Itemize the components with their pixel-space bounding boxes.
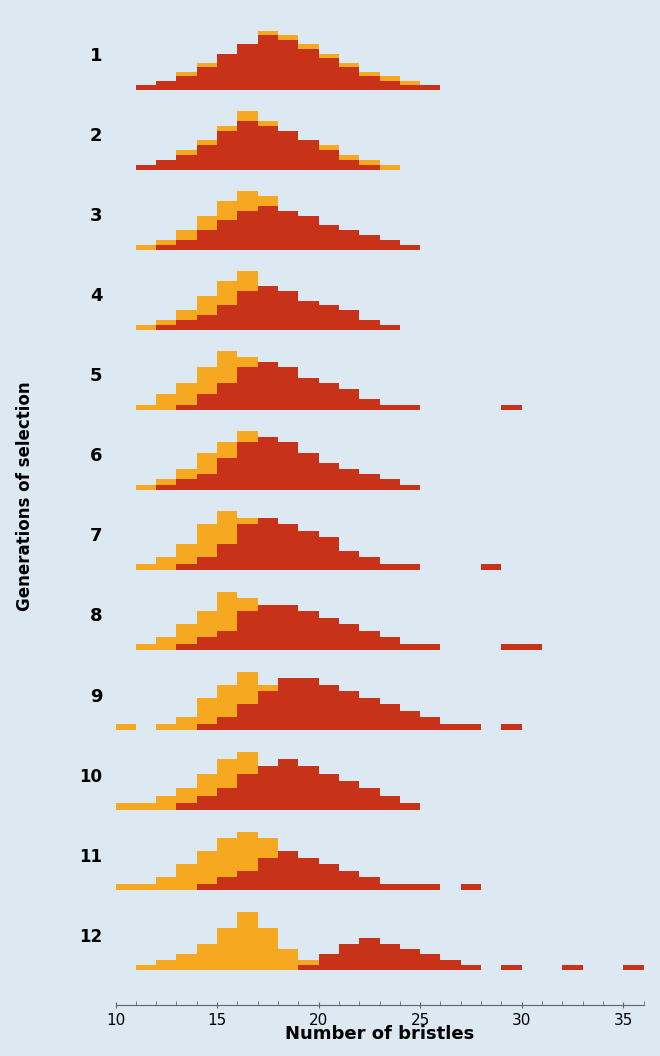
Text: 4: 4 — [90, 287, 102, 305]
Text: 7: 7 — [90, 527, 102, 545]
Text: 5: 5 — [90, 367, 102, 385]
Text: 1: 1 — [90, 46, 102, 64]
Text: 11: 11 — [79, 848, 102, 866]
Text: 6: 6 — [90, 448, 102, 466]
Text: 3: 3 — [90, 207, 102, 225]
Text: 8: 8 — [90, 607, 102, 625]
Text: Number of bristles: Number of bristles — [285, 1025, 474, 1043]
Text: Generations of selection: Generations of selection — [16, 381, 34, 611]
Text: 9: 9 — [90, 687, 102, 705]
Text: 2: 2 — [90, 127, 102, 145]
Text: 10: 10 — [79, 768, 102, 786]
Text: 12: 12 — [79, 928, 102, 946]
